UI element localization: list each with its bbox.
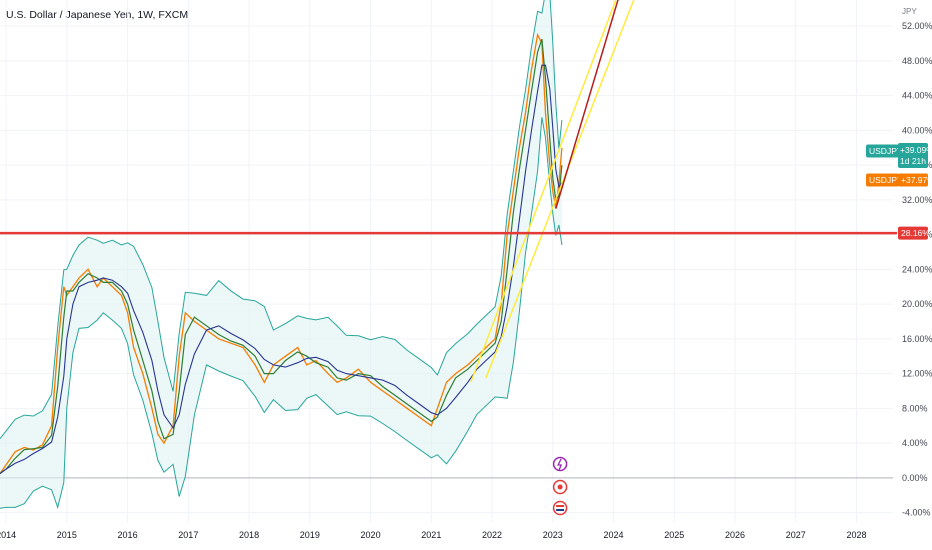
x-tick-label: 2021	[421, 530, 441, 540]
x-tick-label: 2018	[239, 530, 259, 540]
series-2-name-badge-text: USDJPY	[869, 175, 903, 185]
level-badge-bg	[898, 226, 928, 240]
x-tick-label: 2020	[361, 530, 381, 540]
y-unit-label: JPY	[902, 7, 917, 16]
flag-stripe	[556, 509, 565, 511]
chart-title: U.S. Dollar / Japanese Yen, 1W, FXCM	[6, 9, 189, 21]
ma-fast-line	[0, 38, 563, 474]
x-tick-label: 2015	[57, 530, 77, 540]
x-tick-label: 2019	[300, 530, 320, 540]
x-tick-label: 2023	[543, 530, 563, 540]
ma-slow-line	[0, 64, 563, 474]
series-1-value-label: +39.09%	[900, 145, 932, 155]
flag-stripe	[556, 505, 565, 507]
y-tick-label: -4.00%	[902, 508, 931, 518]
y-tick-label: 48.00%	[902, 56, 932, 66]
x-tick-label: 2025	[664, 530, 684, 540]
band-fill	[0, 0, 562, 509]
y-tick-label: 0.00%	[902, 473, 928, 483]
y-tick-label: 4.00%	[902, 438, 928, 448]
x-tick-label: 2022	[482, 530, 502, 540]
x-tick-label: 2027	[786, 530, 806, 540]
series-2-name-badge-bg	[866, 173, 899, 187]
level-badge-text: 28.16%	[901, 228, 930, 238]
series-1-countdown-label: 1d 21h	[900, 156, 926, 166]
series-2-value-badge-bg	[898, 173, 928, 187]
series-1-name-badge-bg	[866, 144, 899, 158]
y-tick-label: 32.00%	[902, 195, 932, 205]
band-upper-line	[0, 0, 563, 440]
y-tick-label: 12.00%	[902, 369, 932, 379]
y-tick-label: 24.00%	[902, 264, 932, 274]
x-tick-label: 2028	[847, 530, 867, 540]
y-tick-label: 8.00%	[902, 403, 928, 413]
x-tick-label: 2017	[178, 530, 198, 540]
price-line	[0, 32, 563, 474]
y-tick-label: 40.00%	[902, 125, 932, 135]
y-tick-label: 52.00%	[902, 21, 932, 31]
y-tick-label: 20.00%	[902, 299, 932, 309]
y-tick-label: 16.00%	[902, 334, 932, 344]
dot-glyph	[557, 484, 563, 490]
trendline	[470, 0, 617, 383]
band-lower-line	[0, 117, 563, 510]
flash-glyph	[557, 458, 563, 471]
flash-icon	[552, 456, 568, 472]
series-1-name-badge-text: USDJPY	[869, 146, 903, 156]
x-tick-label: 2026	[725, 530, 745, 540]
us-flag-icon	[552, 500, 568, 516]
series-1-value-badge-bg	[898, 143, 928, 168]
trendline	[555, 0, 619, 209]
series-2-value-badge-text: +37.97%	[901, 175, 932, 185]
x-tick-label: 2014	[0, 530, 16, 540]
x-tick-label: 2024	[604, 530, 624, 540]
x-tick-label: 2016	[118, 530, 138, 540]
y-tick-label: 44.00%	[902, 91, 932, 101]
